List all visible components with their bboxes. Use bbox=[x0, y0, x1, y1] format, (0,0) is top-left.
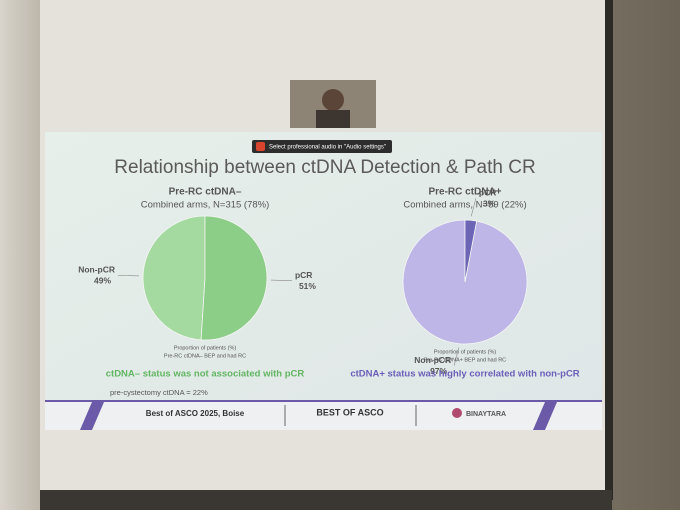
chart-title: Pre-RC ctDNA– bbox=[169, 187, 242, 198]
footer bbox=[45, 400, 602, 430]
pie-slice bbox=[200, 215, 268, 341]
webcam-person bbox=[316, 110, 350, 128]
value-label: 49% bbox=[94, 276, 111, 286]
slice-label: pCR bbox=[295, 270, 312, 280]
leader-line bbox=[470, 198, 477, 217]
slice-label: pCR bbox=[479, 188, 496, 198]
webcam-person bbox=[322, 89, 344, 111]
chart-caption: ctDNA+ status was highly correlated with… bbox=[350, 369, 579, 380]
footnote: pre-cystectomy ctDNA = 22% bbox=[110, 388, 208, 397]
chart-note: Proportion of patients (%) bbox=[174, 345, 237, 351]
footer-sponsor: BINAYTARA bbox=[466, 411, 506, 418]
pie-slice bbox=[142, 215, 206, 341]
slide-title: Relationship between ctDNA Detection & P… bbox=[114, 157, 535, 178]
notice-icon bbox=[256, 142, 265, 151]
screen-bottom bbox=[40, 490, 612, 510]
screen-edge bbox=[605, 0, 613, 500]
slice-label: Non-pCR bbox=[78, 265, 115, 275]
footer-stripe bbox=[533, 402, 557, 430]
chart-title: Pre-RC ctDNA+ bbox=[428, 187, 501, 198]
notice-bar bbox=[252, 140, 392, 153]
footer-stripe bbox=[80, 402, 104, 430]
footer-event: Best of ASCO 2025, Boise bbox=[146, 409, 245, 418]
footer-logo: BEST OF ASCO bbox=[316, 407, 383, 417]
chart-caption: ctDNA– status was not associated with pC… bbox=[106, 369, 305, 380]
leader-line bbox=[453, 347, 460, 366]
value-label: 51% bbox=[299, 281, 316, 291]
slice-label: Non-pCR bbox=[414, 355, 451, 365]
value-label: 97% bbox=[430, 366, 447, 376]
chart-subtitle: Combined arms, N=89 (22%) bbox=[403, 200, 526, 211]
sponsor-icon bbox=[452, 408, 462, 418]
chart-note: Pre-RC ctDNA– BEP and had RC bbox=[164, 353, 246, 359]
pie-slice bbox=[464, 219, 478, 283]
chart-subtitle: Combined arms, N=315 (78%) bbox=[141, 200, 270, 211]
notice: Select professional audio in "Audio sett… bbox=[269, 145, 386, 151]
leader-line bbox=[118, 275, 140, 277]
leader-line bbox=[270, 279, 292, 281]
chart-note: Proportion of patients (%) bbox=[434, 349, 497, 355]
value-label: 3% bbox=[483, 199, 496, 209]
chart-note: Pre-RC ctDNA+ BEP and had RC bbox=[424, 357, 506, 363]
